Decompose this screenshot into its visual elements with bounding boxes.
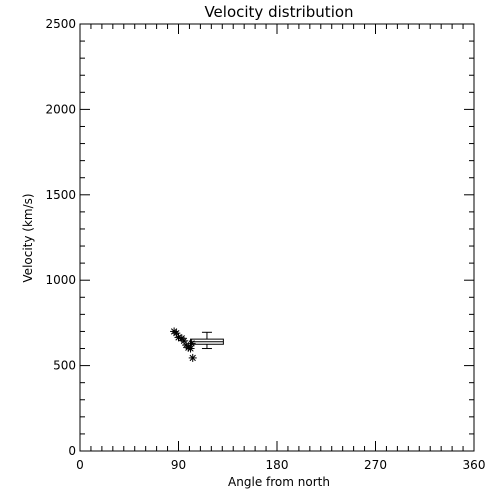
x-tick-label: 90 xyxy=(171,458,186,472)
data-points xyxy=(170,327,197,362)
chart-title: Velocity distribution xyxy=(204,3,353,21)
data-point xyxy=(186,344,195,353)
y-tick-label: 500 xyxy=(53,359,76,373)
x-tick-label: 360 xyxy=(463,458,486,472)
y-tick-label: 0 xyxy=(68,444,76,458)
plot-area xyxy=(79,23,475,452)
box-plot xyxy=(190,331,224,350)
data-point xyxy=(187,339,196,348)
x-tick-label: 270 xyxy=(364,458,387,472)
axis-ticks xyxy=(79,23,475,452)
plot-frame xyxy=(79,23,475,452)
y-tick-label: 1500 xyxy=(45,188,76,202)
y-tick-label: 2000 xyxy=(45,102,76,116)
y-tick-label: 1000 xyxy=(45,273,76,287)
data-point xyxy=(179,336,188,345)
x-axis-label: Angle from north xyxy=(228,475,330,489)
asterisk-stroke xyxy=(189,354,196,362)
x-tick-label: 0 xyxy=(76,458,84,472)
asterisk-stroke xyxy=(180,337,188,344)
y-tick-labels: 0 500 1000 1500 2000 2500 xyxy=(45,17,76,458)
x-tick-labels: 0 90 180 270 360 xyxy=(76,458,485,472)
y-tick-label: 2500 xyxy=(45,17,76,31)
x-tick-label: 180 xyxy=(266,458,289,472)
asterisk-stroke xyxy=(187,345,194,352)
y-axis-label: Velocity (km/s) xyxy=(21,193,35,282)
data-point xyxy=(188,353,197,362)
asterisk-stroke xyxy=(188,340,195,347)
asterisk-stroke xyxy=(175,334,182,341)
asterisk-stroke xyxy=(173,329,180,337)
